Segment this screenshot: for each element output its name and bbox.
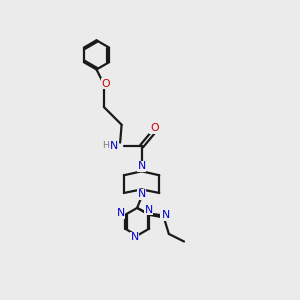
Text: N: N [137,161,146,171]
Text: N: N [130,232,139,242]
Text: N: N [117,208,125,218]
Text: H: H [102,141,109,150]
Text: N: N [162,210,171,220]
Text: O: O [150,123,158,133]
Text: N: N [110,141,118,151]
Text: N: N [137,189,146,200]
Text: N: N [145,205,153,215]
Text: O: O [101,79,110,89]
Text: N: N [160,209,169,219]
